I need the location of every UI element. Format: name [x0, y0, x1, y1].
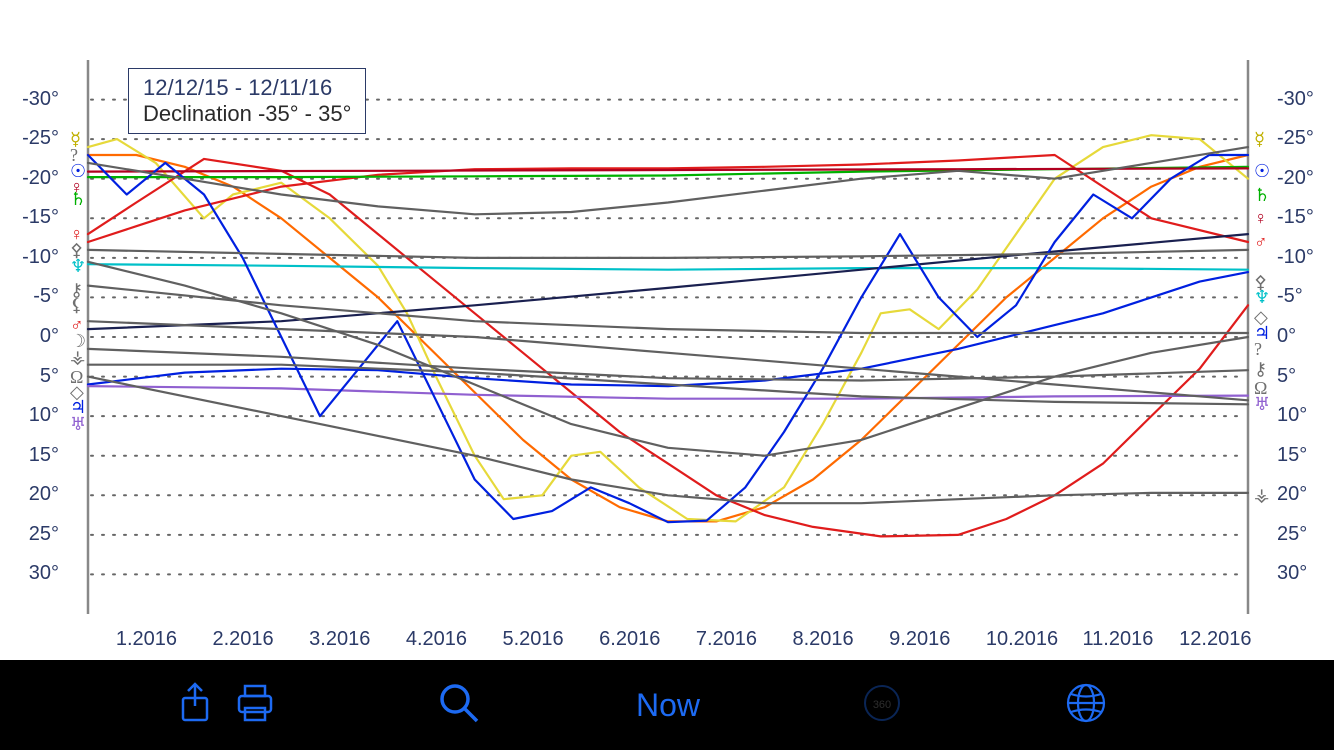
- now-button[interactable]: Now: [636, 687, 700, 724]
- chart-area[interactable]: -30°-25°-20°-15°-10°-5°0°5°10°15°20°25°3…: [0, 0, 1334, 660]
- rotate-360-icon[interactable]: 360: [860, 681, 904, 730]
- search-icon[interactable]: [437, 681, 481, 730]
- share-icon[interactable]: [175, 682, 215, 729]
- info-box: 12/12/15 - 12/11/16 Declination -35° - 3…: [128, 68, 366, 134]
- info-date-range: 12/12/15 - 12/11/16: [143, 75, 351, 101]
- toolbar: Now 360: [0, 660, 1334, 750]
- print-icon[interactable]: [233, 682, 277, 729]
- info-declination-range: Declination -35° - 35°: [143, 101, 351, 127]
- globe-icon[interactable]: [1064, 681, 1108, 730]
- svg-text:360: 360: [873, 699, 891, 711]
